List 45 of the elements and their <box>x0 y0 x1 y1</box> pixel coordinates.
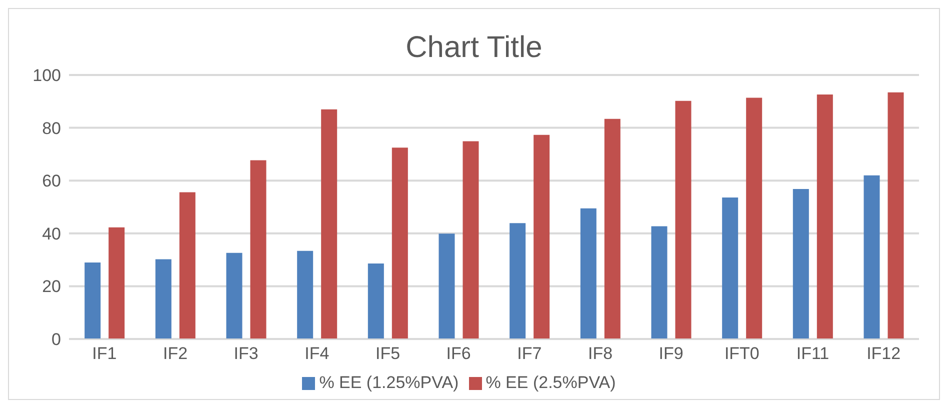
bar <box>534 134 550 339</box>
x-tick-label: IF7 <box>517 344 542 364</box>
y-tick-label: 80 <box>42 118 61 138</box>
x-tick-label: IF6 <box>446 344 471 364</box>
bar <box>84 262 101 339</box>
bar <box>604 118 620 339</box>
bar <box>462 141 479 339</box>
bar <box>675 100 692 339</box>
x-tick-label: IF4 <box>304 344 330 364</box>
y-tick-label: 20 <box>42 277 61 296</box>
bar <box>321 109 338 339</box>
bar <box>392 148 408 339</box>
y-tick-label: 40 <box>42 224 61 244</box>
bar <box>368 263 384 339</box>
x-tick-label: IF12 <box>866 344 901 364</box>
bar <box>250 160 266 339</box>
bar <box>580 208 596 339</box>
y-tick-label: 100 <box>32 66 61 86</box>
bar <box>108 227 125 339</box>
legend-label: % EE (2.5%PVA) <box>486 373 616 392</box>
bar <box>510 223 526 339</box>
bar <box>155 259 172 339</box>
bar <box>179 192 196 339</box>
bar <box>297 250 314 339</box>
x-tick-label: IF11 <box>796 344 830 364</box>
bar <box>438 234 455 339</box>
bar <box>816 94 833 339</box>
bar <box>864 175 880 339</box>
y-tick-label: 60 <box>42 172 61 191</box>
x-tick-label: IF3 <box>234 344 258 364</box>
bar <box>792 189 809 339</box>
y-tick-label: 0 <box>52 330 61 350</box>
x-tick-label: IF5 <box>375 344 400 364</box>
x-tick-label: IF1 <box>92 344 117 364</box>
x-tick-label: IFT0 <box>724 344 760 364</box>
bar <box>226 252 242 339</box>
x-tick-label: IF9 <box>658 344 684 364</box>
bar <box>888 92 904 339</box>
x-tick-label: IF8 <box>588 344 613 364</box>
legend-label: % EE (1.25%PVA) <box>319 373 459 392</box>
chart-title: Chart Title <box>404 31 544 65</box>
bar <box>722 197 738 339</box>
x-tick-label: IF2 <box>162 344 188 364</box>
bar <box>651 226 668 339</box>
bar <box>746 98 762 339</box>
